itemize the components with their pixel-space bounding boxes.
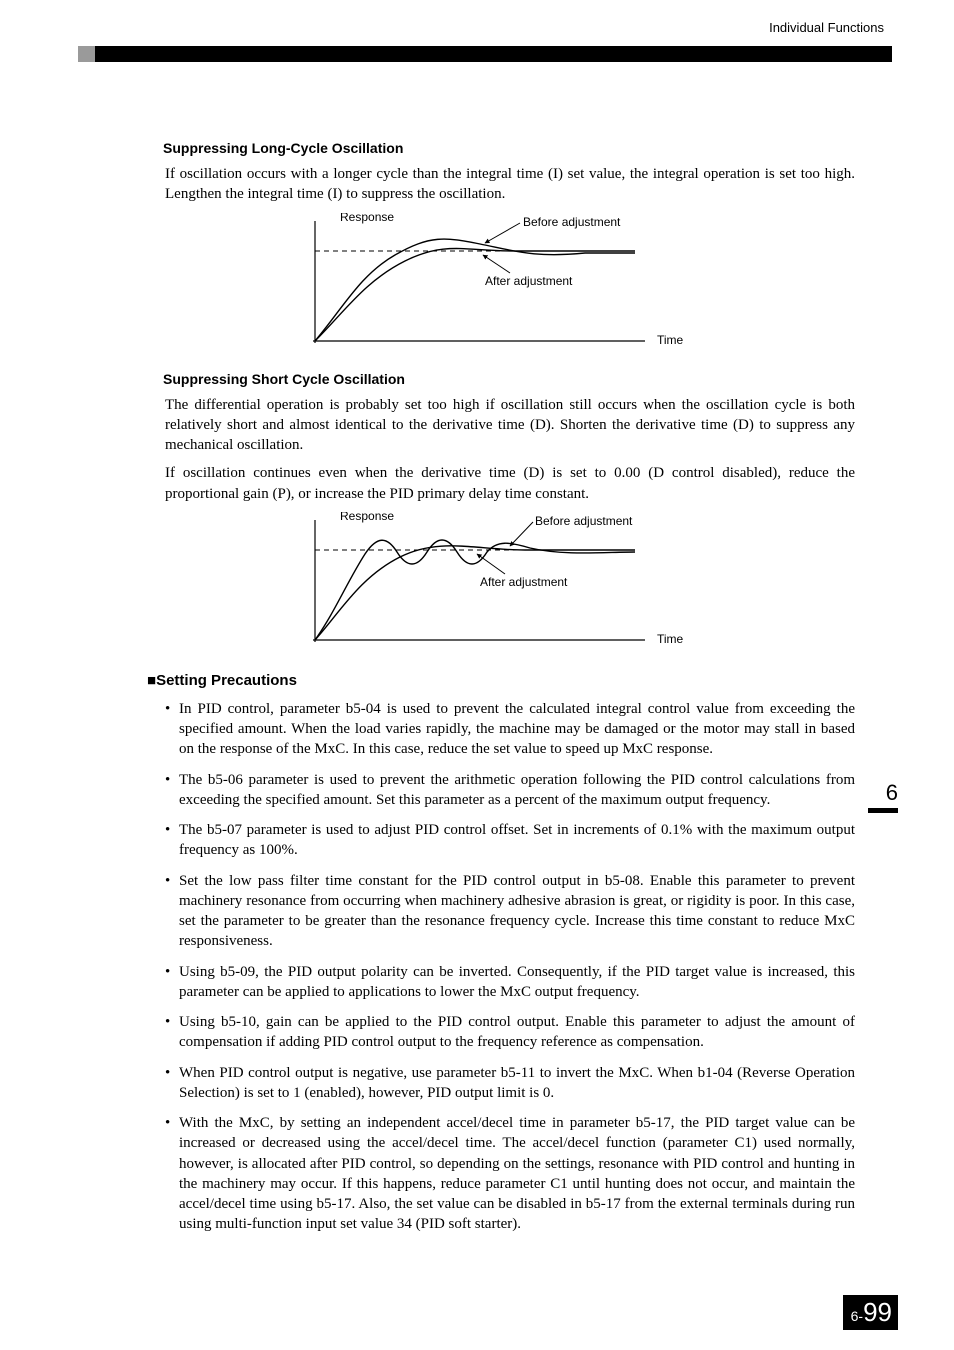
page-header: Individual Functions (0, 0, 954, 70)
precautions-list-item: Set the low pass filter time constant fo… (179, 871, 855, 952)
footer-page-number: 99 (863, 1297, 892, 1327)
precautions-list-item: Using b5-10, gain can be applied to the … (179, 1012, 855, 1053)
precautions-list: In PID control, parameter b5-04 is used … (165, 699, 855, 1235)
page-footer: 6-99 (843, 1295, 898, 1330)
para-short-cycle-2: If oscillation continues even when the d… (165, 463, 855, 504)
precautions-list-item: When PID control output is negative, use… (179, 1063, 855, 1104)
svg-text:Response: Response (340, 512, 394, 523)
svg-text:Time: Time (657, 632, 684, 646)
para-short-cycle-1: The differential operation is probably s… (165, 395, 855, 456)
header-bar (95, 46, 892, 62)
svg-text:Before adjustment: Before adjustment (523, 215, 621, 229)
square-bullet-icon: ■ (147, 672, 156, 689)
chart-short-cycle-wrap: Response Time Before adjustment After adjus… (165, 512, 855, 652)
svg-text:After adjustment: After adjustment (485, 274, 573, 288)
precautions-list-item: Using b5-09, the PID output polarity can… (179, 962, 855, 1003)
chart-short-cycle-svg: Response Time Before adjustment After adjus… (305, 512, 715, 652)
precautions-list-item: The b5-06 parameter is used to prevent t… (179, 770, 855, 811)
heading-setting-precautions: ■Setting Precautions (147, 672, 855, 689)
subheading-short-cycle: Suppressing Short Cycle Oscillation (163, 371, 855, 387)
chart-short-cycle: Response Time Before adjustment After adjus… (305, 512, 715, 652)
svg-text:Before adjustment: Before adjustment (535, 514, 633, 528)
chart-long-cycle: Response Time Before adjustment After adjus… (305, 213, 715, 353)
chart-long-cycle-svg: Response Time Before adjustment After adjus… (305, 213, 715, 353)
side-chapter-number: 6 (886, 780, 898, 806)
precautions-list-item: The b5-07 parameter is used to adjust PI… (179, 820, 855, 861)
header-bar-grey (78, 46, 95, 62)
precautions-list-item: In PID control, parameter b5-04 is used … (179, 699, 855, 760)
main-content: Suppressing Long-Cycle Oscillation If os… (165, 140, 855, 1245)
para-long-cycle: If oscillation occurs with a longer cycl… (165, 164, 855, 205)
svg-text:Response: Response (340, 213, 394, 224)
header-section-title: Individual Functions (769, 20, 884, 35)
heading-setting-precautions-text: Setting Precautions (156, 672, 297, 689)
svg-text:After adjustment: After adjustment (480, 575, 568, 589)
footer-chapter-prefix: 6- (851, 1308, 863, 1324)
side-chapter-bar (868, 808, 898, 813)
precautions-list-item: With the MxC, by setting an independent … (179, 1113, 855, 1235)
subheading-long-cycle: Suppressing Long-Cycle Oscillation (163, 140, 855, 156)
chart-long-cycle-wrap: Response Time Before adjustment After adjus… (165, 213, 855, 353)
svg-text:Time: Time (657, 333, 684, 347)
